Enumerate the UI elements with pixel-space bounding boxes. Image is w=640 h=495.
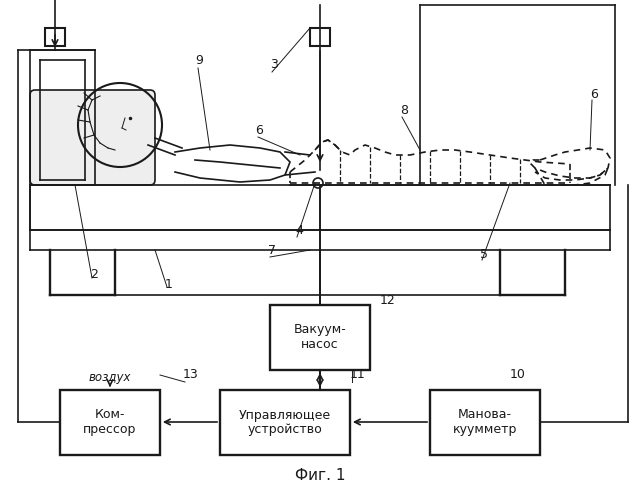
Text: 6: 6 [255, 123, 263, 137]
Text: 7: 7 [268, 244, 276, 256]
Bar [220, 390, 350, 455]
Text: 10: 10 [510, 368, 526, 382]
Bar [45, 28, 65, 46]
Text: Вакуум-
насос: Вакуум- насос [294, 324, 346, 351]
Text: 1: 1 [165, 279, 173, 292]
Text: Ком-
прессор: Ком- прессор [83, 408, 137, 437]
Text: воздух: воздух [89, 372, 131, 385]
Text: 8: 8 [400, 103, 408, 116]
Text: 2: 2 [90, 268, 98, 282]
Text: 5: 5 [480, 248, 488, 261]
Bar [310, 28, 330, 46]
Text: 9: 9 [195, 53, 203, 66]
Text: 11: 11 [350, 368, 365, 382]
Bar [430, 390, 540, 455]
Bar [270, 305, 370, 370]
Text: 12: 12 [380, 294, 396, 306]
Text: 6: 6 [590, 89, 598, 101]
Text: 3: 3 [270, 58, 278, 71]
Text: Манова-
куумметр: Манова- куумметр [453, 408, 517, 437]
FancyBboxPatch shape [30, 90, 155, 185]
Bar [60, 390, 160, 455]
Text: 13: 13 [183, 368, 199, 382]
Text: Управляющее
устройство: Управляющее устройство [239, 408, 331, 437]
Text: Фиг. 1: Фиг. 1 [295, 467, 345, 483]
Text: 4: 4 [295, 224, 303, 237]
